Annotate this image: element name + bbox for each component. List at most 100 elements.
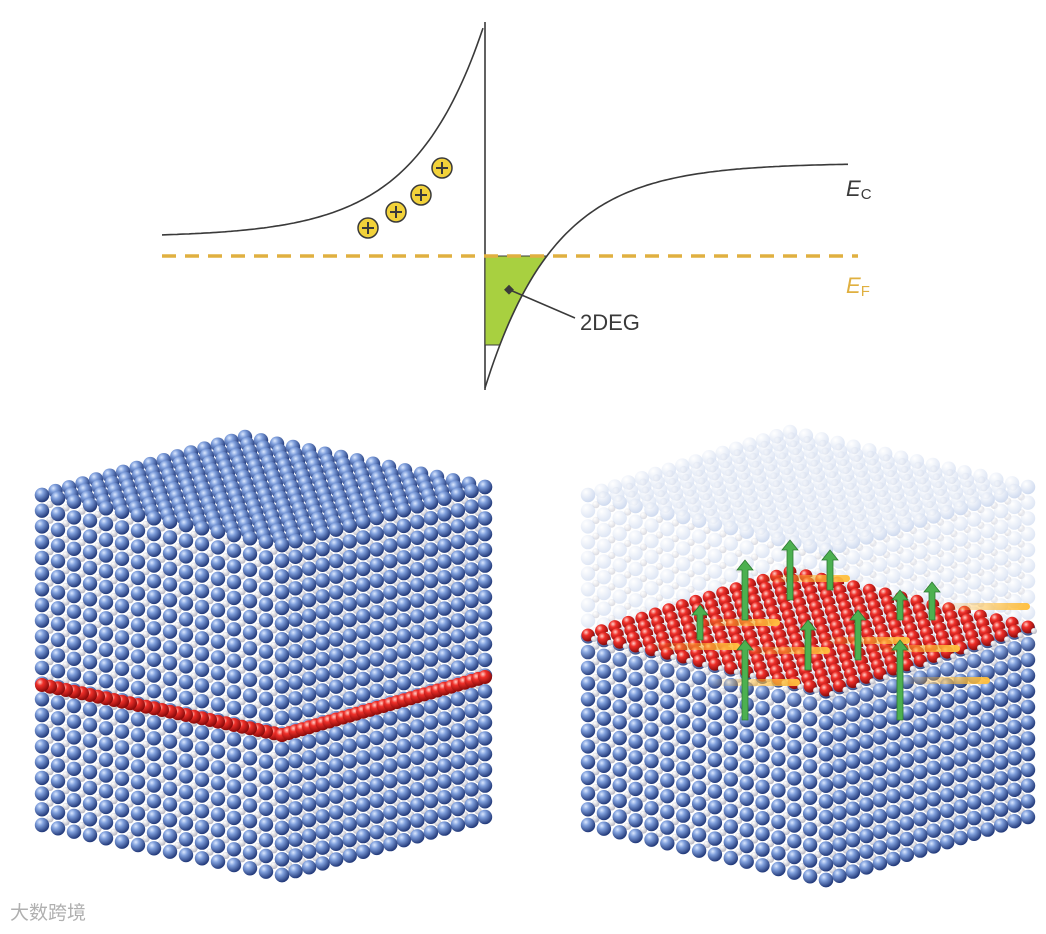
atom-small (254, 748, 262, 756)
atom (130, 649, 146, 664)
atom-small (142, 646, 150, 654)
atom (342, 754, 357, 769)
atom (258, 644, 274, 659)
atom (210, 744, 226, 759)
atom-small (592, 689, 600, 697)
atom (34, 582, 50, 597)
atom (178, 659, 194, 674)
atom (210, 587, 226, 602)
atom (644, 785, 659, 800)
atom (723, 693, 738, 709)
atom-small (608, 646, 616, 654)
atom (940, 693, 955, 708)
atom (162, 561, 178, 576)
atom (993, 566, 1009, 582)
atom (288, 738, 303, 753)
atom (274, 584, 290, 600)
atom (940, 772, 955, 787)
atom-small (882, 674, 889, 681)
atom (953, 516, 968, 531)
atom (707, 831, 723, 846)
atom-small (126, 816, 134, 824)
atom (802, 869, 818, 884)
atom-small (608, 787, 616, 795)
atom (328, 553, 344, 569)
atom (886, 851, 901, 867)
atom (580, 754, 596, 770)
atom (34, 802, 50, 817)
atom (450, 644, 466, 660)
atom-small (142, 693, 150, 702)
atom (913, 733, 928, 748)
atom-small (814, 725, 822, 733)
atom (130, 664, 146, 680)
atom (953, 500, 968, 516)
atom (242, 766, 258, 782)
atom (980, 696, 995, 712)
atom (596, 742, 612, 758)
atom (660, 820, 675, 835)
atom (913, 576, 928, 591)
atom-small (751, 537, 759, 546)
atom (596, 585, 612, 601)
atom (356, 718, 371, 734)
atom (410, 577, 425, 593)
atom (328, 758, 344, 773)
atom-small (62, 535, 70, 543)
atom-small (655, 782, 664, 791)
atom (464, 499, 479, 514)
crystal-cube (34, 429, 493, 883)
atom-small (190, 593, 198, 602)
electron-streak (760, 575, 850, 582)
atom (50, 758, 66, 773)
atom-small (814, 772, 822, 780)
atom (628, 561, 643, 577)
atom (612, 730, 627, 746)
atom (477, 684, 493, 699)
atom (396, 675, 411, 691)
atom (755, 858, 770, 873)
atom-small (719, 577, 727, 585)
atom (258, 785, 274, 801)
atom (926, 540, 941, 555)
atom (676, 808, 691, 823)
atom (178, 816, 194, 831)
ec-symbol: E (846, 176, 861, 201)
atom (660, 773, 675, 788)
atom (315, 809, 330, 824)
atom (342, 628, 357, 643)
atom (328, 773, 344, 789)
atom-small (206, 628, 214, 636)
atom (178, 580, 194, 596)
electron-streak (690, 619, 780, 626)
atom (771, 751, 786, 767)
atom-small (671, 535, 679, 543)
atom (707, 532, 723, 548)
atom (301, 860, 317, 875)
atom (210, 650, 226, 665)
atom-small (798, 690, 806, 698)
atom (660, 553, 675, 568)
atom (993, 582, 1009, 597)
atom (301, 812, 317, 828)
atom-small (158, 571, 166, 579)
atom (872, 824, 888, 839)
atom (396, 503, 411, 518)
atom (612, 778, 627, 793)
atom (660, 789, 675, 804)
atom-small (46, 736, 54, 744)
atom (130, 602, 146, 617)
atom-small (655, 735, 664, 744)
atom (676, 588, 691, 603)
atom-small (608, 693, 616, 701)
atom (899, 753, 914, 768)
atom-small (624, 759, 632, 768)
atom (755, 811, 770, 826)
atom (410, 782, 425, 797)
atom (676, 729, 691, 745)
atom-small (238, 635, 246, 643)
atom-small (622, 643, 629, 650)
atom-small (142, 725, 150, 733)
atom (356, 656, 371, 671)
atom-small (62, 802, 70, 811)
